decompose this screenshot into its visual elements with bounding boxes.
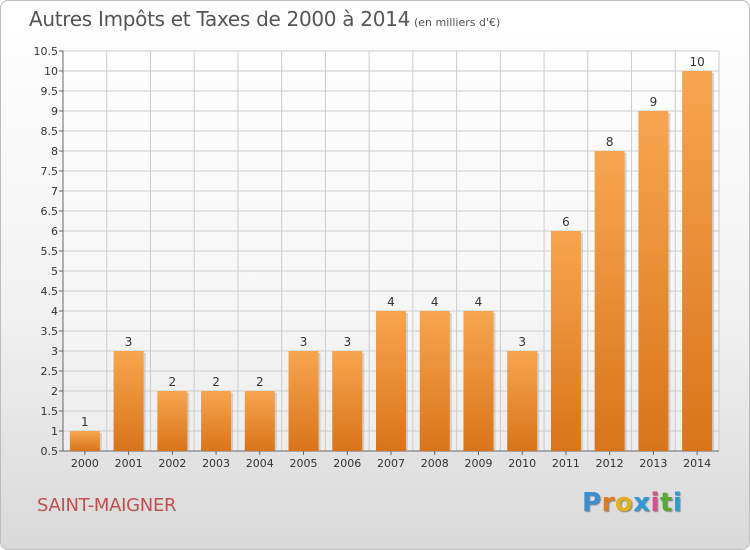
data-label: 3	[125, 335, 133, 349]
logo-letter: x	[633, 488, 651, 518]
x-tick-label: 2000	[71, 457, 99, 470]
y-tick-label: 8	[51, 145, 58, 158]
x-tick-label: 2009	[464, 457, 492, 470]
logo-letter: o	[614, 488, 634, 518]
bar	[419, 311, 450, 451]
bar	[201, 391, 232, 451]
bar	[550, 231, 581, 451]
y-tick-label: 2.5	[41, 365, 59, 378]
data-label: 3	[300, 335, 308, 349]
x-tick-label: 2006	[333, 457, 361, 470]
logo-letter: P	[582, 488, 602, 518]
x-tick-label: 2013	[639, 457, 667, 470]
bar	[638, 111, 669, 451]
y-tick-label: 1.5	[41, 405, 59, 418]
data-label: 1	[81, 415, 89, 429]
x-tick-label: 2012	[596, 457, 624, 470]
data-label: 4	[387, 295, 395, 309]
title-unit: (en milliers d'€)	[414, 16, 501, 29]
bar	[376, 311, 406, 451]
data-label: 10	[689, 55, 704, 69]
logo-letter: i	[672, 488, 683, 518]
bar	[463, 311, 494, 451]
data-label: 3	[518, 335, 526, 349]
logo-letter: i	[650, 488, 660, 518]
y-tick-label: 5	[51, 265, 58, 278]
bar	[113, 351, 144, 451]
x-tick-label: 2008	[421, 457, 449, 470]
bar	[157, 391, 188, 451]
x-tick-label: 2002	[158, 457, 186, 470]
y-tick-label: 8.5	[41, 125, 59, 138]
y-tick-label: 5.5	[41, 245, 59, 258]
y-tick-label: 9	[51, 105, 58, 118]
chart-title: Autres Impôts et Taxes de 2000 à 2014 (en…	[29, 7, 500, 31]
data-label: 4	[475, 295, 483, 309]
x-tick-label: 2011	[552, 457, 580, 470]
data-label: 9	[650, 95, 658, 109]
y-tick-label: 10	[44, 65, 58, 78]
y-tick-label: 7.5	[41, 165, 59, 178]
x-tick-label: 2014	[683, 457, 711, 470]
y-tick-label: 7	[51, 185, 58, 198]
y-tick-label: 0.5	[41, 445, 59, 458]
data-label: 2	[212, 375, 220, 389]
x-tick-label: 2005	[290, 457, 318, 470]
logo-letter: r	[601, 488, 615, 518]
y-tick-label: 6	[51, 225, 58, 238]
bar	[288, 351, 319, 451]
y-tick-label: 4.5	[41, 285, 59, 298]
commune-name: SAINT-MAIGNER	[37, 495, 177, 516]
data-label: 2	[169, 375, 177, 389]
y-tick-label: 10.5	[34, 45, 59, 58]
y-tick-label: 4	[51, 305, 58, 318]
x-tick-label: 2004	[246, 457, 274, 470]
bar	[594, 151, 625, 451]
bar	[69, 431, 100, 451]
proxiti-logo[interactable]: Proxiti	[582, 488, 682, 518]
data-label: 3	[343, 335, 351, 349]
y-tick-label: 3	[51, 345, 58, 358]
data-label: 2	[256, 375, 264, 389]
y-tick-label: 3.5	[41, 325, 59, 338]
data-label: 4	[431, 295, 439, 309]
logo-letter: t	[659, 488, 673, 518]
y-tick-label: 9.5	[41, 85, 59, 98]
x-tick-label: 2010	[508, 457, 536, 470]
x-tick-label: 2003	[202, 457, 230, 470]
data-label: 6	[562, 215, 570, 229]
x-tick-label: 2007	[377, 457, 405, 470]
bar	[244, 391, 275, 451]
y-tick-label: 2	[51, 385, 58, 398]
bar	[332, 351, 363, 451]
bar	[682, 71, 713, 451]
data-label: 8	[606, 135, 614, 149]
y-tick-label: 1	[51, 425, 58, 438]
bar	[507, 351, 538, 451]
y-tick-label: 6.5	[41, 205, 59, 218]
title-text: Autres Impôts et Taxes de 2000 à 2014	[29, 7, 410, 31]
x-tick-label: 2001	[115, 457, 143, 470]
